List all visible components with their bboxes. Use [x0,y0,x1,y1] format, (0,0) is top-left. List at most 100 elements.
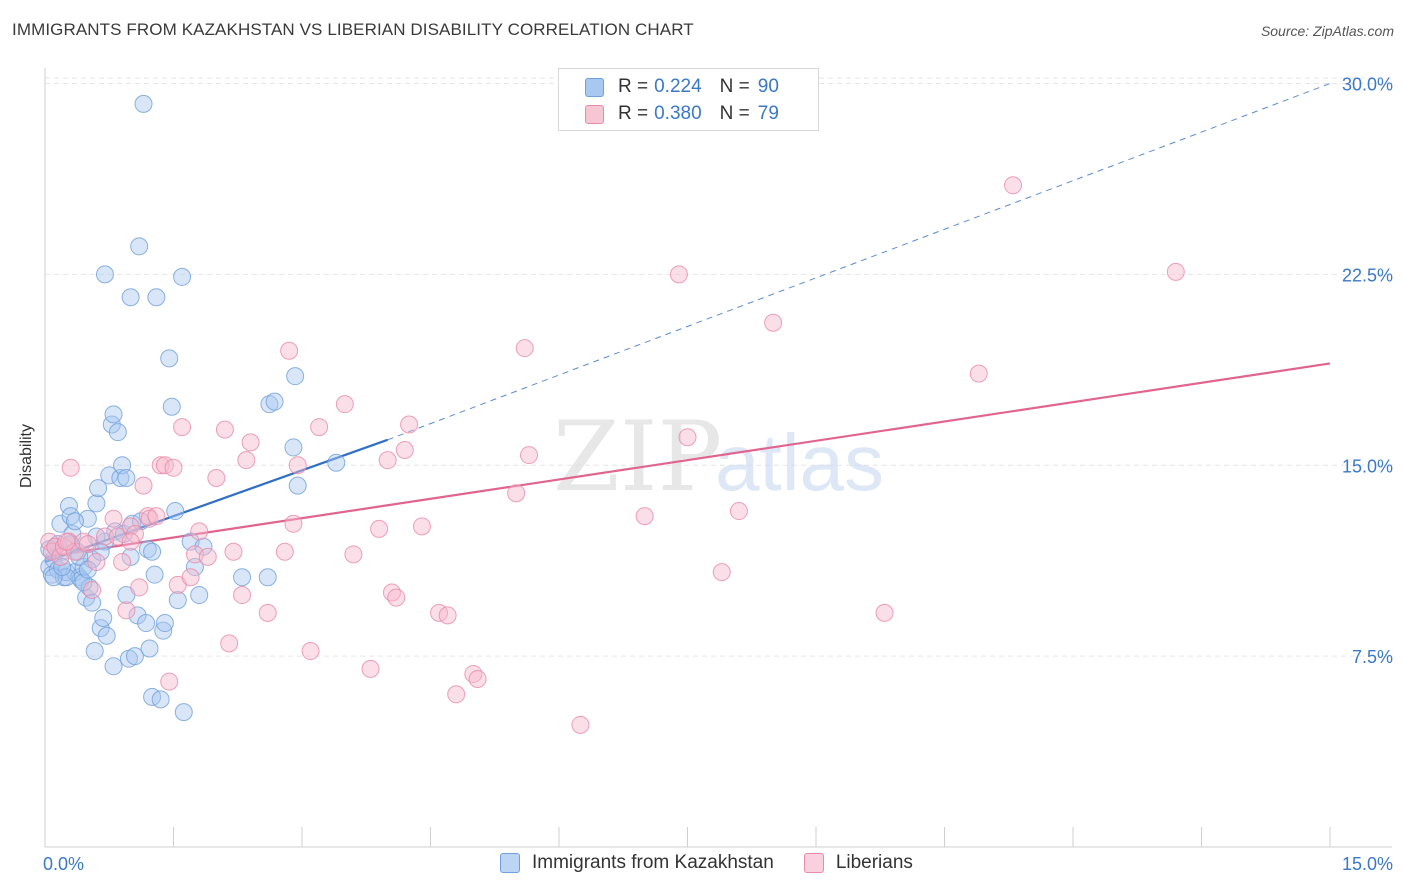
liberian-point [1166,262,1185,281]
n-value: 79 [757,103,779,124]
stats-legend: R = 0.224 N = 90 R = 0.380 N = 79 [558,68,819,131]
liberian-point [635,507,654,526]
kazakhstan-point [143,542,162,561]
liberian-point [181,568,200,587]
liberian-point [78,535,97,554]
trend-layer [44,83,1331,563]
liberian-point [507,484,526,503]
liberian-point [875,603,894,622]
liberian-point [51,547,70,566]
liberian-point [764,313,783,332]
legend-label: Immigrants from Kazakhstan [532,852,774,873]
liberian-point [301,642,320,661]
liberian-point [395,440,414,459]
liberian-point [61,458,80,477]
kazakhstan-point [117,468,136,487]
kazakhstan-point [166,502,185,521]
kazakhstan-point [151,690,170,709]
n-value: 90 [757,76,779,97]
chart-title: IMMIGRANTS FROM KAZAKHSTAN VS LIBERIAN D… [12,20,694,39]
legend-item-kazakhstan[interactable]: Immigrants from Kazakhstan [500,852,774,874]
liberian-point [447,685,466,704]
kazakhstan-point [134,94,153,113]
kazakhstan-point [154,621,173,640]
kazakhstan-point [94,608,113,627]
liberians-swatch [585,104,604,124]
y-axis-label: Disability [18,423,35,489]
kazakhstan-trend-extension [387,83,1331,441]
liberian-point [237,451,256,470]
kazakhstan-point [173,267,192,286]
n-label: N = [719,103,750,124]
kazakhstan-point [155,614,174,633]
liberian-point [520,446,539,465]
legend-item-liberians[interactable]: Liberians [803,852,913,874]
liberian-point [258,603,277,622]
stats-legend-row-kazakhstan: R = 0.224 N = 90 [585,75,779,99]
kazakhstan-point [51,514,70,533]
kazakhstan-swatch [585,77,604,97]
kazakhstan-point [80,578,99,597]
r-label: R = [618,103,649,124]
liberian-point [233,586,252,605]
x-tick-label: 15.0% [1342,854,1393,874]
kazakhstan-point [288,476,307,495]
liberian-trend-line [44,362,1331,558]
stats-legend-row-liberians: R = 0.380 N = 79 [585,102,779,126]
liberian-point [468,670,487,689]
liberian-point [241,433,260,452]
kazakhstan-point [95,265,114,284]
kazakhstan-point [160,349,179,368]
kazakhstan-point [185,558,204,577]
axis-layer [44,68,1392,848]
kazakhstan-point [87,494,106,513]
liberian-point [571,715,590,734]
liberian-point [378,451,397,470]
liberian-point [361,659,380,678]
liberian-point [95,527,114,546]
series-legend: Immigrants from Kazakhstan Liberians [500,852,943,874]
liberian-point [215,420,234,439]
kazakhstan-trend-line [44,438,389,563]
liberian-point [729,502,748,521]
liberian-point [160,672,179,691]
kazakhstan-point [100,466,119,485]
liberian-point [344,545,363,564]
kazakhstan-point [174,703,193,722]
kazakhstan-point [233,568,252,587]
watermark-atlas: atlas [715,418,884,507]
kazakhstan-point [327,453,346,472]
kazakhstan-point [125,647,144,666]
kazakhstan-point [89,479,108,498]
kazakhstan-point [42,565,61,584]
y-tick-label: 22.5% [1342,265,1393,285]
liberian-point [83,580,102,599]
kazakhstan-point [147,288,166,307]
liberian-point [1004,176,1023,195]
liberian-point [370,519,389,538]
kazakhstan-point [104,405,123,424]
liberian-point [669,265,688,284]
liberian-point [190,522,209,541]
liberian-point [104,509,123,528]
liberian-point [140,509,159,528]
liberian-point [173,418,192,437]
kazakhstan-point [121,547,140,566]
label-layer: 7.5% 15.0% 22.5% 30.0% 0.0% 15.0% [43,75,1393,875]
kazakhstan-point [258,568,277,587]
liberian-point [412,517,431,536]
liberian-point [678,428,697,447]
kazakhstan-point [260,395,279,414]
watermark-zip: ZIP [553,401,722,513]
liberian-point [224,542,243,561]
liberian-point [335,395,354,414]
kazakhstan-point [57,568,76,587]
liberian-point [400,415,419,434]
kazakhstan-point [65,512,84,531]
r-label: R = [618,76,649,97]
kazakhstan-point [137,614,156,633]
kazakhstan-point [168,591,187,610]
n-label: N = [719,76,750,97]
